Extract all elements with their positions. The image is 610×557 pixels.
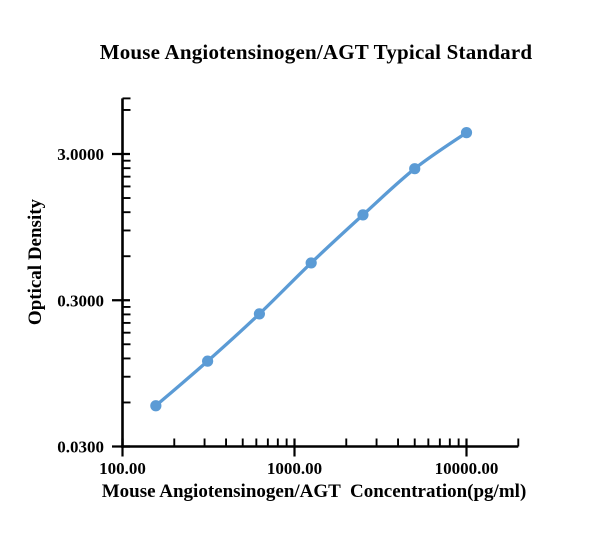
x-axis-title: Mouse Angiotensinogen/AGT Concentration(…: [101, 481, 527, 502]
data-point-marker: [305, 257, 317, 269]
x-tick-label: 10000.00: [435, 459, 499, 478]
standard-curve-line: [154, 130, 469, 408]
data-point-marker: [460, 127, 473, 139]
y-axis-title: Optical Density: [25, 198, 46, 326]
x-tick-label: 1000.00: [267, 459, 322, 478]
data-point-marker: [409, 163, 421, 175]
y-tick-label: 3.0000: [57, 145, 104, 164]
chart-title: Mouse Angiotensinogen/AGT Typical Standa…: [99, 40, 533, 64]
data-point-marker: [357, 209, 369, 221]
x-tick-label: 100.00: [99, 459, 146, 478]
y-tick-label: 0.3000: [57, 291, 104, 310]
y-tick-label: 0.0300: [57, 438, 104, 457]
data-point-marker: [253, 308, 265, 320]
data-point-marker: [202, 355, 214, 367]
data-point-marker: [150, 400, 162, 412]
